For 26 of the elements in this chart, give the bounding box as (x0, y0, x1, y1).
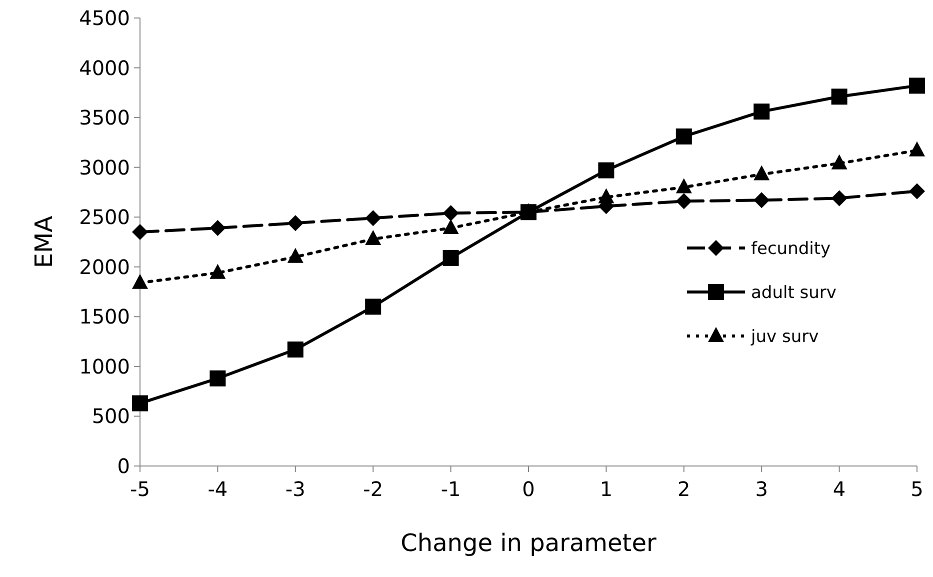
y-tick-label: 1500 (79, 304, 130, 329)
y-tick-label: 0 (117, 454, 130, 478)
x-tick-label: -1 (440, 477, 461, 501)
legend-label: fecundity (751, 238, 831, 259)
y-tick-label: 500 (92, 404, 130, 428)
x-tick-label: 3 (755, 477, 768, 501)
legend-label: adult surv (751, 282, 836, 303)
x-tick-label: 2 (678, 477, 690, 501)
y-axis-title: EMA (30, 215, 58, 268)
y-tick-label: 2500 (79, 205, 130, 230)
y-tick-label: 1000 (79, 354, 130, 378)
x-tick-label: -4 (208, 477, 228, 501)
y-tick-label: 2000 (79, 254, 130, 279)
x-tick-label: 0 (522, 477, 535, 501)
y-tick-label: 4500 (79, 6, 130, 30)
legend-label: juv surv (750, 326, 819, 347)
x-tick-label: 1 (600, 477, 613, 501)
x-tick-label: -5 (130, 477, 150, 501)
y-tick-label: 4000 (79, 56, 130, 80)
x-tick-label: 5 (910, 477, 924, 501)
x-tick-label: -3 (285, 477, 306, 501)
x-tick-label: -2 (363, 477, 384, 501)
y-tick-label: 3000 (79, 155, 130, 180)
x-axis-title: Change in parameter (400, 529, 656, 557)
y-tick-label: 3500 (79, 106, 130, 130)
x-tick-label: 4 (832, 477, 846, 501)
